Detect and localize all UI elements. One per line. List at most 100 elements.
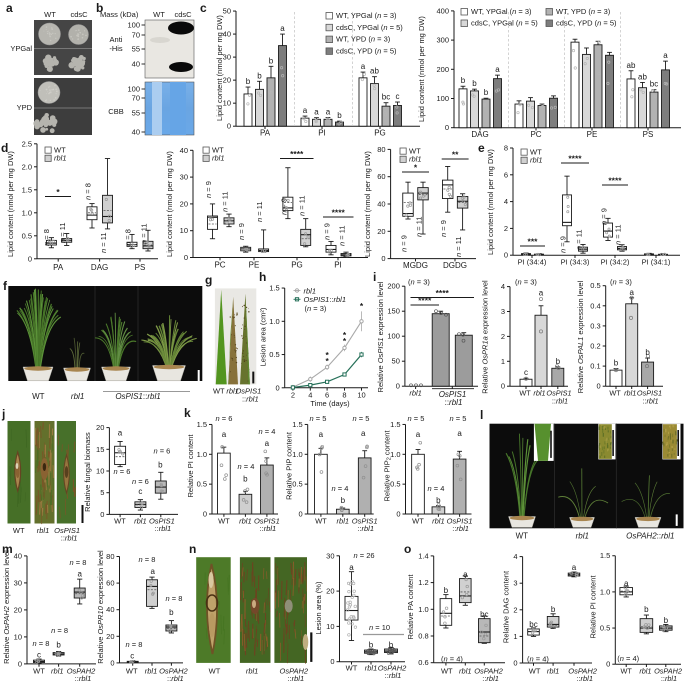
svg-text:n = 9: n = 9 <box>600 208 609 225</box>
svg-text:rbl1: rbl1 <box>304 286 317 295</box>
svg-text:o: o <box>404 542 411 556</box>
svg-text:bc: bc <box>382 93 390 102</box>
svg-text:b: b <box>257 71 262 80</box>
svg-text:0: 0 <box>18 659 22 668</box>
svg-text:a: a <box>416 430 421 439</box>
svg-text:WT: WT <box>114 517 126 526</box>
svg-text:200: 200 <box>436 65 449 74</box>
svg-text:g: g <box>205 273 212 287</box>
svg-text:PA: PA <box>260 129 271 138</box>
svg-text:40: 40 <box>377 199 385 208</box>
svg-text:1.0: 1.0 <box>390 450 400 459</box>
svg-text:****: **** <box>568 154 582 164</box>
svg-text:ab: ab <box>627 61 636 70</box>
svg-text:Lipid content (nmol per mg DW): Lipid content (nmol per mg DW) <box>165 151 174 257</box>
svg-text:20: 20 <box>14 605 22 614</box>
svg-text:****: **** <box>290 149 304 159</box>
svg-text:rbl1: rbl1 <box>134 517 147 526</box>
svg-text:20: 20 <box>180 199 188 208</box>
svg-text:0: 0 <box>445 123 449 132</box>
svg-text:OsPAH2: OsPAH2 <box>378 664 407 673</box>
svg-text:a: a <box>361 429 366 438</box>
svg-text:20: 20 <box>377 227 385 236</box>
svg-text:OsPIS1: OsPIS1 <box>546 389 571 398</box>
svg-text:PI: PI <box>334 261 342 270</box>
svg-text:WT: WT <box>346 664 358 673</box>
svg-text:WT: WT <box>218 517 230 526</box>
svg-text:n: n <box>189 542 196 556</box>
svg-text:WT: WT <box>32 392 45 401</box>
svg-text:a: a <box>314 108 319 117</box>
svg-text:::rbl1: ::rbl1 <box>445 398 463 407</box>
svg-text:n = 11: n = 11 <box>99 232 108 253</box>
svg-text:80: 80 <box>106 552 114 561</box>
svg-text:n = 8: n = 8 <box>126 640 143 649</box>
svg-text:(n = 3): (n = 3) <box>515 278 537 287</box>
svg-text:WT: WT <box>13 526 25 535</box>
svg-text:WT: WT <box>153 10 165 19</box>
svg-text:(n = 4): (n = 4) <box>527 655 549 664</box>
svg-text:2: 2 <box>513 605 517 614</box>
svg-text:WT, YPGal (n = 3): WT, YPGal (n = 3) <box>471 7 532 16</box>
svg-text:Relative OsPAH2 expression lev: Relative OsPAH2 expression level <box>2 550 11 664</box>
svg-text:PI (34:1): PI (34:1) <box>642 258 671 267</box>
svg-text:30: 30 <box>14 578 22 587</box>
svg-text:Time (days): Time (days) <box>310 399 350 408</box>
svg-text:(n = 4): (n = 4) <box>617 654 639 663</box>
svg-text:5: 5 <box>100 488 104 497</box>
svg-text:OsPIS1: OsPIS1 <box>54 526 80 535</box>
svg-text:n = 8: n = 8 <box>124 229 133 246</box>
svg-text:b: b <box>337 111 342 120</box>
svg-text:n = 9: n = 9 <box>400 235 409 252</box>
svg-text:DAG: DAG <box>471 130 488 139</box>
svg-text:::rbl1: ::rbl1 <box>75 674 92 683</box>
svg-text:a: a <box>624 579 629 588</box>
svg-text:PC: PC <box>530 130 541 139</box>
svg-text:rbl1: rbl1 <box>624 389 636 398</box>
svg-text:n = 26: n = 26 <box>353 551 374 560</box>
svg-text:rbl1: rbl1 <box>547 667 560 676</box>
svg-text:0: 0 <box>504 251 508 260</box>
svg-text:0: 0 <box>184 253 188 262</box>
svg-text:1.5: 1.5 <box>22 185 32 194</box>
svg-text:-His: -His <box>109 44 123 53</box>
svg-text:0: 0 <box>501 382 505 391</box>
svg-text:0: 0 <box>513 658 517 667</box>
svg-text:OsPAH2: OsPAH2 <box>67 667 96 676</box>
svg-text:::rbl1: ::rbl1 <box>452 524 469 533</box>
svg-text:::rbl1: ::rbl1 <box>482 674 499 683</box>
svg-text:1.0: 1.0 <box>418 605 428 614</box>
svg-text:WT: WT <box>213 387 225 396</box>
svg-text:n = 10: n = 10 <box>369 623 390 632</box>
svg-text:1: 1 <box>513 632 517 641</box>
svg-text:WT: WT <box>33 667 45 676</box>
svg-text:1: 1 <box>501 357 505 366</box>
svg-text:j: j <box>1 407 5 421</box>
svg-text:PS: PS <box>643 130 654 139</box>
svg-text:n = 11: n = 11 <box>221 191 230 212</box>
svg-text:0.5: 0.5 <box>590 281 600 290</box>
svg-text:55: 55 <box>132 45 140 54</box>
svg-text:cdsC: cdsC <box>174 10 192 19</box>
svg-text:ab: ab <box>370 67 379 76</box>
svg-text:rbl1: rbl1 <box>54 154 67 163</box>
svg-text:30: 30 <box>180 173 188 182</box>
svg-text:rbl1: rbl1 <box>533 389 545 398</box>
svg-text:100: 100 <box>127 85 140 94</box>
svg-text:****: **** <box>332 208 346 218</box>
svg-text:Relative OsPR1a expression lev: Relative OsPR1a expression level <box>481 280 490 394</box>
svg-text:n = 4: n = 4 <box>259 427 276 436</box>
svg-text:Relative OsPAL1 expression lev: Relative OsPAL1 expression level <box>576 280 585 393</box>
svg-text:80: 80 <box>377 145 385 154</box>
svg-text:n = 8: n = 8 <box>166 594 183 603</box>
svg-text:150: 150 <box>387 307 400 316</box>
svg-text:MGDG: MGDG <box>403 261 428 270</box>
svg-text:::rbl1: ::rbl1 <box>552 397 568 406</box>
svg-text:cdsC, YPGal (n = 5): cdsC, YPGal (n = 5) <box>336 23 403 32</box>
svg-text:Lipid content (nmol per mg DW): Lipid content (nmol per mg DW) <box>215 15 224 121</box>
svg-text:rbl1: rbl1 <box>432 517 445 526</box>
svg-text:n = 5: n = 5 <box>353 414 370 423</box>
svg-text:20: 20 <box>223 76 231 85</box>
svg-text:WT: WT <box>209 667 221 676</box>
svg-text:Relative PA content: Relative PA content <box>406 574 415 640</box>
